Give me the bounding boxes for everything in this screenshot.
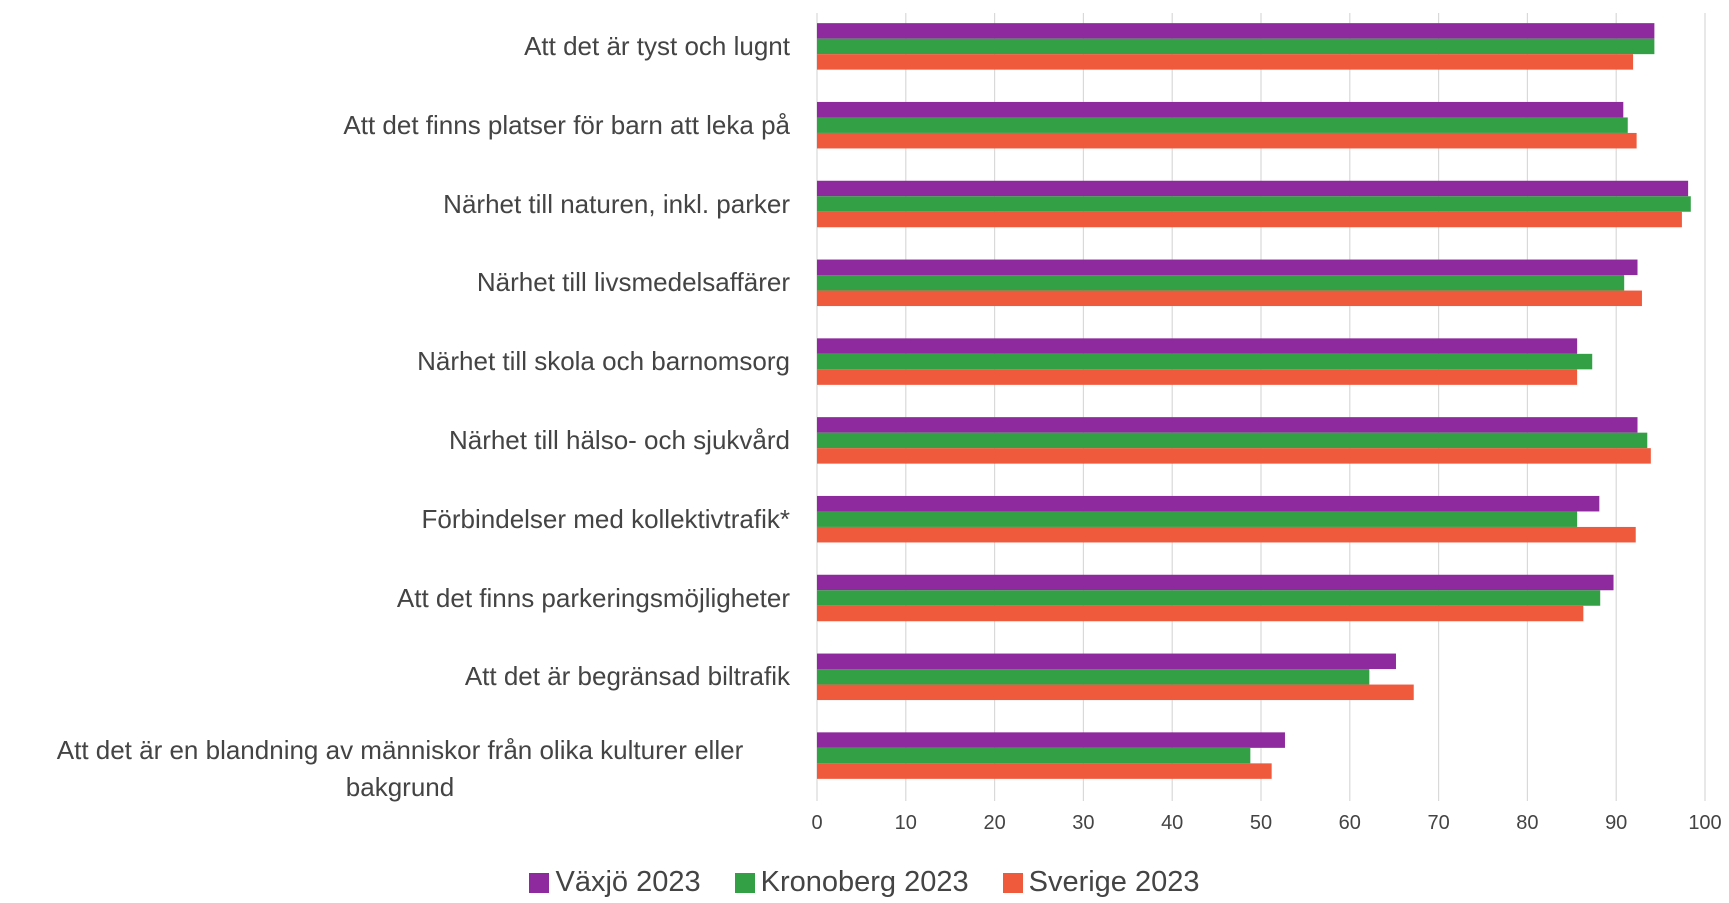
legend: Växjö 2023 Kronoberg 2023 Sverige 2023 [0,866,1729,899]
legend-item: Kronoberg 2023 [734,866,969,899]
bar [817,196,1691,212]
legend-label: Sverige 2023 [1028,866,1200,898]
legend-swatch [734,872,755,893]
bar [817,369,1578,385]
category-label: Att det är tyst och lugnt [524,30,790,61]
bar [817,669,1370,685]
x-tick-label: 50 [1250,812,1272,834]
category-label: Förbindelser med kollektivtrafik* [421,503,790,534]
x-tick-label: 0 [811,812,822,834]
legend-swatch [1002,872,1023,893]
bar [817,732,1285,748]
category-label: Att det är en blandning av människor frå… [56,735,744,803]
x-tick-label: 10 [895,812,917,834]
legend-swatch [529,872,550,893]
bar [817,290,1642,307]
bar [817,132,1637,149]
x-tick-label: 70 [1427,812,1449,834]
bar [817,526,1636,543]
bar [817,511,1578,527]
bar [817,23,1655,39]
legend-item: Sverige 2023 [1002,866,1200,899]
category-label: Närhet till livsmedelsaffärer [476,267,790,298]
bar [817,180,1689,197]
x-tick-label: 100 [1688,812,1721,834]
legend-item: Växjö 2023 [529,866,701,899]
bar [817,605,1584,622]
category-label: Närhet till naturen, inkl. parker [443,188,790,219]
bar [817,38,1655,55]
bar [817,653,1396,670]
x-tick-label: 90 [1605,812,1627,834]
bar [817,417,1638,433]
legend-label: Kronoberg 2023 [760,866,969,898]
bar [817,684,1414,701]
bar [817,338,1578,354]
bar [817,54,1634,70]
bar [817,211,1682,228]
category-label: Att det finns platser för barn att leka … [343,109,790,140]
bar [817,448,1651,464]
bar [817,763,1272,779]
bar [817,101,1624,118]
x-tick-label: 60 [1339,812,1361,834]
x-tick-label: 30 [1072,812,1094,834]
category-label: Närhet till hälso- och sjukvård [448,424,790,455]
bar [817,259,1638,276]
bar [817,495,1600,512]
x-tick-label: 20 [983,812,1005,834]
bar [817,590,1601,606]
bar [817,747,1251,764]
x-tick-label: 40 [1161,812,1183,834]
bar [817,432,1648,449]
category-label: Att det är begränsad biltrafik [464,661,790,692]
category-label: Att det finns parkeringsmöjligheter [396,582,790,613]
bar [817,275,1625,291]
bar [817,117,1628,133]
legend-label: Växjö 2023 [555,866,701,898]
category-label: Närhet till skola och barnomsorg [417,346,790,377]
x-tick-label: 80 [1516,812,1538,834]
bar [817,353,1593,370]
bar [817,574,1614,591]
